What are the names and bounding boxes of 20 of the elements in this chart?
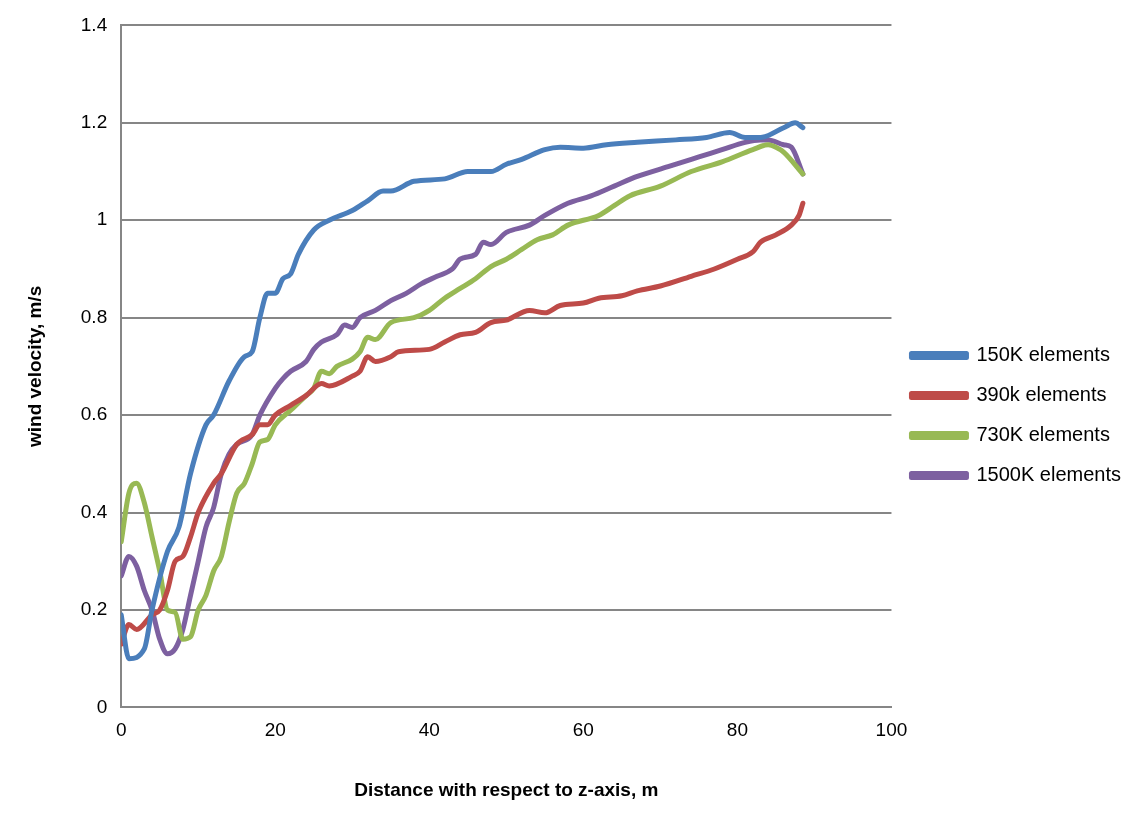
legend-label: 730K elements (976, 423, 1110, 446)
y-tick-label: 0.6 (80, 403, 108, 425)
y-tick-label: 1.2 (80, 111, 108, 133)
y-tick-label: 0 (96, 695, 108, 717)
x-tick-label: 40 (418, 719, 440, 741)
legend-label: 1500K elements (976, 463, 1122, 486)
x-tick-label: 100 (875, 719, 908, 741)
x-tick-label: 0 (115, 719, 127, 741)
y-tick-label: 0.2 (80, 598, 108, 620)
x-tick-label: 80 (726, 719, 748, 741)
y-tick-label: 0.8 (80, 305, 108, 327)
x-axis-title: Distance with respect to z-axis, m (354, 778, 659, 800)
x-tick-label: 20 (264, 719, 286, 741)
y-tick-label: 0.4 (80, 500, 108, 522)
y-tick-label: 1.4 (80, 13, 108, 35)
y-axis-title: wind velocity, m/s (23, 285, 45, 448)
legend-label: 150K elements (976, 343, 1110, 366)
y-tick-label: 1 (96, 208, 108, 230)
legend-label: 390k elements (976, 383, 1107, 406)
x-tick-label: 60 (572, 719, 594, 741)
